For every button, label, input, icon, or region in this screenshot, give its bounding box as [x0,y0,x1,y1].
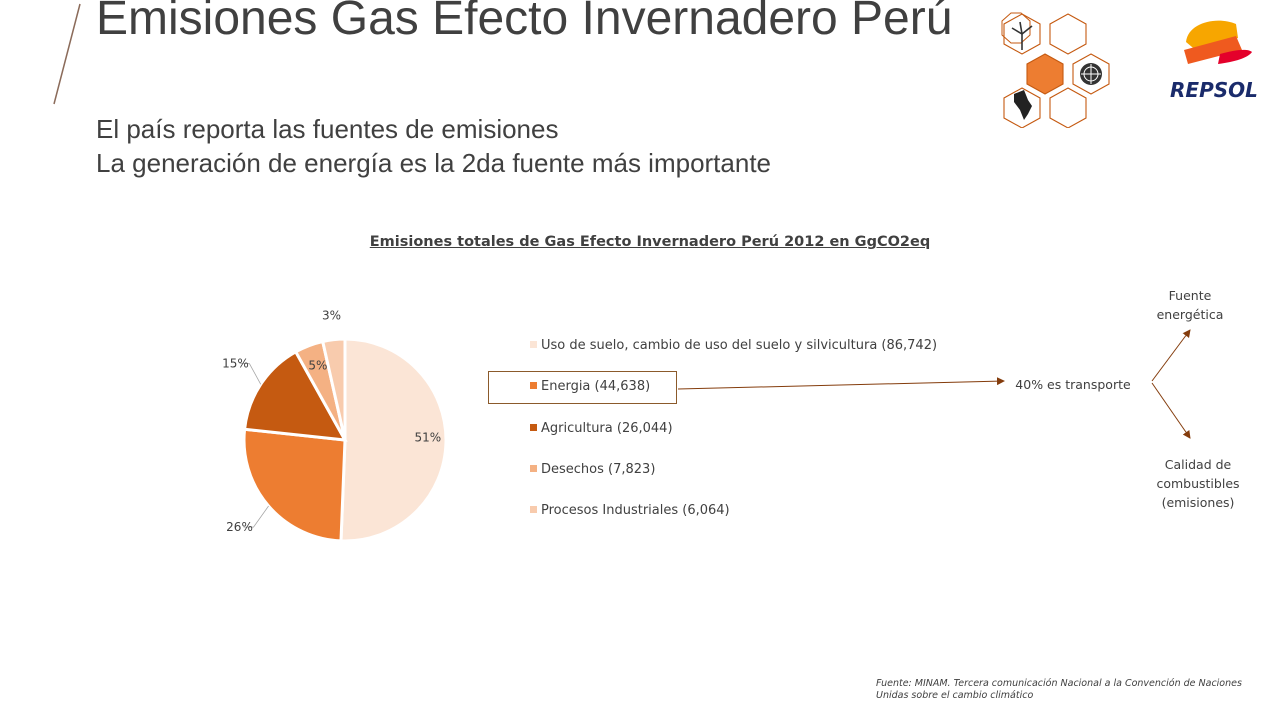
branch-bottom-label: Calidad de combustibles (emisiones) [1140,455,1256,512]
energia-arrow [678,381,1004,389]
branch-up-arrow [1152,330,1190,381]
flow-arrows [0,0,1280,720]
transport-note: 40% es transporte [1010,375,1136,394]
branch-top-label: Fuente energética [1150,286,1230,324]
source-note: Fuente: MINAM. Tercera comunicación Naci… [876,678,1256,701]
branch-down-arrow [1152,383,1190,438]
